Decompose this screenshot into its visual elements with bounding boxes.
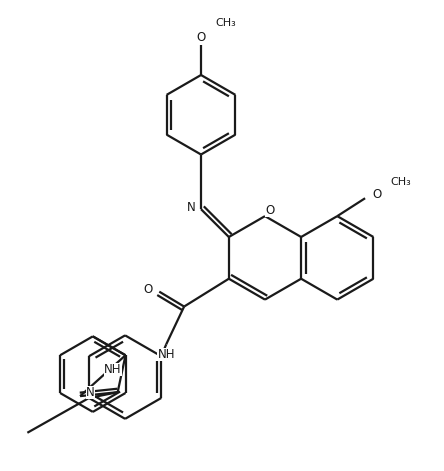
Text: NH: NH xyxy=(158,348,175,361)
Text: CH₃: CH₃ xyxy=(390,178,411,187)
Text: N: N xyxy=(86,386,95,398)
Text: CH₃: CH₃ xyxy=(215,18,236,28)
Text: O: O xyxy=(143,283,152,296)
Text: NH: NH xyxy=(104,363,122,376)
Text: O: O xyxy=(196,31,206,44)
Text: O: O xyxy=(372,188,381,201)
Text: N: N xyxy=(187,201,196,214)
Text: O: O xyxy=(266,203,274,217)
